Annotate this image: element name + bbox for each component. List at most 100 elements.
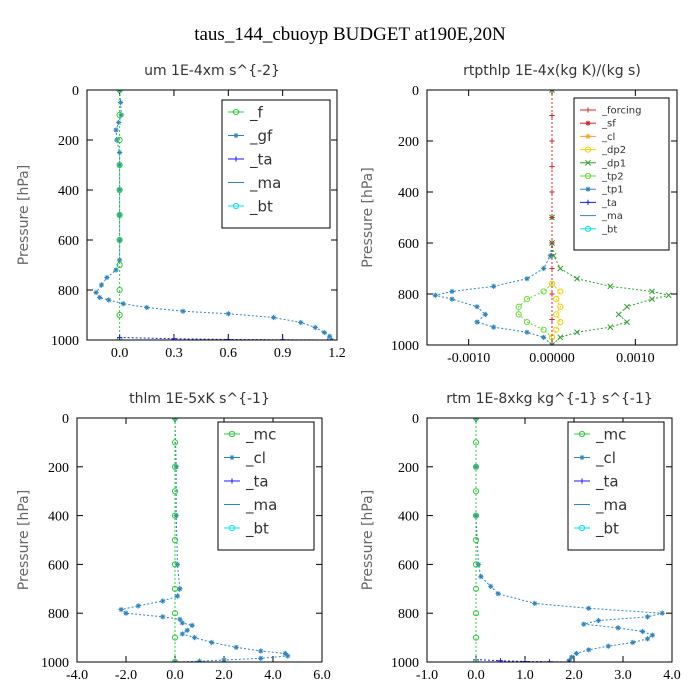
- data-point-mc: [472, 418, 480, 422]
- legend-label: _bt: [595, 519, 619, 538]
- data-point-f: [116, 261, 123, 269]
- data-point-mc: [171, 418, 179, 422]
- y-tick-label: 200: [398, 461, 419, 476]
- data-point-mc: [171, 634, 179, 641]
- data-point-gf: [118, 112, 125, 118]
- data-point-mc: [171, 561, 179, 568]
- chart-panel-1: um 1E-4xm s^{-2} Pressure [hPa] 0.0 0.3 0.6 0…: [16, 63, 346, 361]
- legend-box: [221, 99, 331, 229]
- x-tick-label: -4.0: [66, 668, 88, 683]
- chart-panel-4: rtm 1E-8xkg kg^{-1} s^{-1} Pressure [hPa]…: [360, 391, 681, 683]
- legend-box: [567, 421, 665, 551]
- data-point-cl: [179, 631, 185, 637]
- panel-title: rtpthlp 1E-4x(kg K)/(kg s): [463, 63, 641, 79]
- legend-label: _f: [249, 103, 264, 122]
- legend-label: _cl: [245, 449, 266, 468]
- data-point-cl: [233, 644, 239, 650]
- data-point-cl: [160, 598, 166, 604]
- data-point-f: [116, 186, 123, 194]
- data-point-mc: [472, 658, 480, 662]
- data-point-gf: [117, 162, 123, 168]
- data-point-f: [116, 211, 123, 219]
- y-tick-label: 1000: [51, 334, 79, 349]
- data-point-tp1: [449, 296, 455, 302]
- data-point-ta: [497, 658, 504, 662]
- data-point-dp1: [649, 288, 655, 295]
- data-point-mc: [472, 585, 480, 592]
- data-point-dp1: [574, 329, 580, 336]
- y-tick-label: 1000: [41, 656, 69, 671]
- data-point-dp1: [607, 324, 614, 331]
- legend-label: _tp1: [601, 185, 624, 196]
- data-point-forcing: [549, 316, 555, 323]
- x-tick-label: 0.0: [166, 668, 184, 683]
- data-point-gf: [98, 282, 105, 288]
- data-point-cl: [192, 635, 198, 641]
- x-tick-label: 4.0: [264, 668, 282, 683]
- x-tick-label: 0.9: [274, 346, 292, 361]
- legend-label: _cl: [601, 132, 615, 143]
- legend-marker: [585, 133, 591, 139]
- data-point-cl: [644, 636, 651, 642]
- data-point-cl: [488, 583, 494, 589]
- legend-label: _ma: [595, 496, 627, 515]
- data-point-dp1: [607, 283, 614, 290]
- data-point-cl: [644, 614, 651, 620]
- data-point-gf: [116, 119, 122, 126]
- panel-title: thlm 1E-5xK s^{-1}: [129, 391, 270, 407]
- data-point-tp2: [523, 296, 531, 303]
- data-point-dp2: [557, 303, 564, 310]
- data-point-cl: [568, 654, 575, 660]
- data-point-mc: [171, 439, 179, 446]
- x-tick-label: 1.0: [516, 668, 534, 683]
- data-point-dp1: [615, 311, 622, 318]
- data-point-dp1: [624, 319, 630, 326]
- x-tick-label: 2.0: [215, 668, 233, 683]
- data-point-dp1: [557, 265, 564, 272]
- data-point-mc: [171, 585, 179, 592]
- chart-panel-2: rtpthlp 1E-4x(kg K)/(kg s) Pressure [hPa]…: [360, 63, 678, 366]
- data-point-tp2: [515, 303, 522, 310]
- series-group: [118, 418, 291, 662]
- data-point-tp1: [491, 283, 497, 289]
- data-point-gf: [104, 274, 110, 281]
- legend-marker: [585, 107, 591, 113]
- legend-marker: [233, 156, 239, 162]
- data-point-cl: [173, 513, 179, 519]
- data-point-dp1: [549, 90, 555, 93]
- data-point-gf: [144, 304, 150, 311]
- plot-frame: [426, 89, 678, 346]
- data-point-mc: [171, 512, 179, 519]
- data-point-cl: [174, 593, 181, 599]
- plot-frame: [76, 417, 323, 663]
- legend-marker: [228, 524, 236, 532]
- y-tick-label: 0: [72, 84, 79, 99]
- y-tick-label: 200: [398, 135, 419, 150]
- legend-label: _bt: [249, 197, 273, 216]
- data-point-gf: [120, 301, 126, 307]
- y-tick-label: 200: [58, 134, 79, 149]
- series-line-tp2: [518, 283, 553, 338]
- legend-label: _mc: [245, 425, 276, 444]
- data-point-dp2: [553, 296, 560, 303]
- plot-frame: [86, 89, 338, 341]
- y-tick-label: 400: [398, 510, 419, 525]
- data-point-mc: [171, 488, 179, 495]
- y-tick-label: 0: [412, 412, 419, 427]
- data-point-ta: [325, 337, 331, 340]
- data-point-mc: [171, 463, 179, 470]
- y-tick-label: 800: [48, 607, 69, 622]
- x-tick-label: 1.2: [328, 346, 346, 361]
- data-point-gf: [225, 311, 231, 317]
- data-point-cl: [160, 614, 166, 620]
- series-line-tp1: [435, 90, 553, 345]
- data-point-mc: [472, 536, 480, 544]
- legend-label: _ta: [601, 198, 617, 209]
- data-point-gf: [270, 314, 277, 321]
- x-tick-label: 0.6: [220, 346, 238, 361]
- data-point-cl: [659, 610, 665, 616]
- data-point-mc: [472, 610, 480, 617]
- data-point-gf: [106, 297, 112, 303]
- legend-label: _mc: [595, 425, 626, 444]
